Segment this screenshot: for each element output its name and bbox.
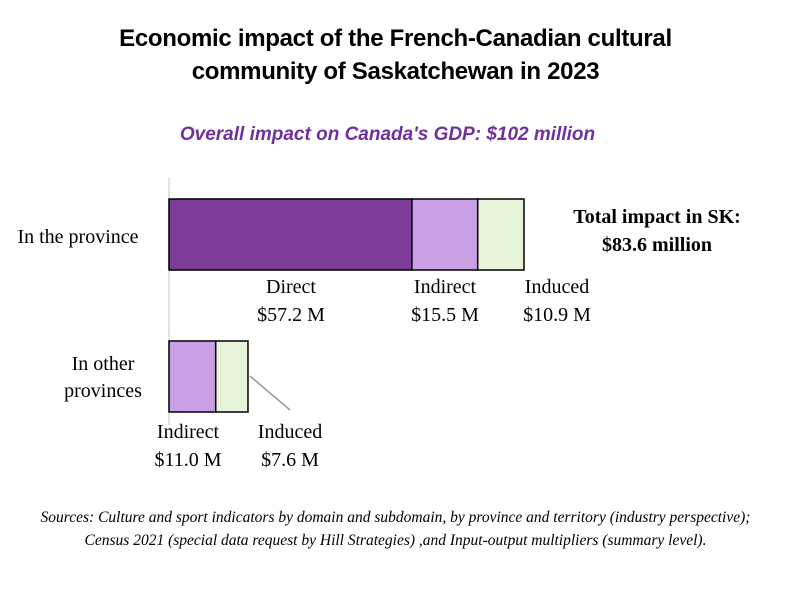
bar-indirect-other-provinces <box>168 340 217 413</box>
category-label-other-provinces: provinces <box>64 380 142 402</box>
data-label-direct-value: $57.2 M <box>257 304 325 326</box>
data-label-induced-value: $10.9 M <box>523 304 591 326</box>
total-impact-value: $83.6 million <box>602 234 712 256</box>
source-note: Sources: Culture and sport indicators by… <box>40 509 751 549</box>
data-label-indirect-value: $15.5 M <box>411 304 479 326</box>
bar-direct-province <box>168 198 413 271</box>
bar-induced-province <box>476 198 525 271</box>
data-label-indirect-other-name: Indirect <box>157 421 220 443</box>
induced-leader-line <box>249 375 291 411</box>
chart-subtitle: Overall impact on Canada's GDP: $102 mil… <box>179 124 596 145</box>
chart-title-line-1: Economic impact of the French-Canadian c… <box>119 25 672 52</box>
data-label-indirect-name: Indirect <box>414 276 477 298</box>
chart-title: Economic impact of the French-Canadian c… <box>0 22 791 88</box>
data-label-indirect-other-value: $11.0 M <box>154 449 221 471</box>
data-label-induced-name: Induced <box>525 276 589 298</box>
total-impact-label: Total impact in SK: <box>573 206 741 228</box>
bar-induced-other-provinces <box>214 340 249 413</box>
data-label-induced-other-name: Induced <box>258 421 322 443</box>
bar-indirect-province <box>411 198 479 271</box>
data-label-induced-other-value: $7.6 M <box>261 449 319 471</box>
chart-title-line-2: community of Saskatchewan in 2023 <box>191 58 600 85</box>
category-label-province: In the province <box>17 226 138 248</box>
data-label-direct-name: Direct <box>266 276 316 298</box>
category-label-other-provinces: In other <box>72 353 135 375</box>
